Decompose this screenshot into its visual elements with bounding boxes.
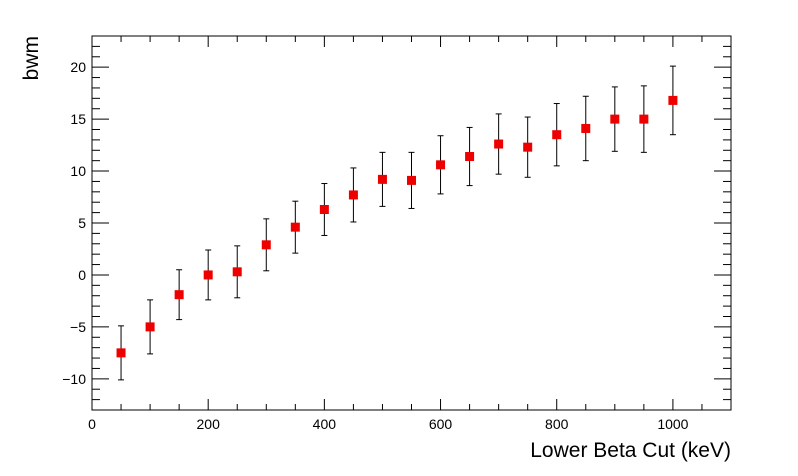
data-point [145,322,155,332]
plot-frame [91,35,732,411]
error-bars [118,65,676,381]
x-tick-label: 200 [197,416,221,432]
data-point [523,142,533,152]
data-point [174,290,184,300]
data-point [436,160,446,170]
data-point [116,348,126,358]
y-tick-label: 20 [70,59,86,75]
x-tick-label: 800 [545,416,569,432]
y-tick-label: 10 [70,163,86,179]
data-point [377,174,387,184]
x-axis-label: Lower Beta Cut (keV) [530,439,731,462]
y-tick-label: −5 [70,319,86,335]
data-point [581,123,591,133]
data-point [639,114,649,124]
data-point [552,130,562,140]
y-tick-label: 15 [70,111,86,127]
y-tick-label: −10 [62,371,86,387]
x-tick-label: 600 [429,416,453,432]
data-point [348,190,358,200]
data-point [232,267,242,277]
x-tick-label: 0 [88,416,96,432]
y-tick-label: 5 [78,215,86,231]
data-point [290,222,300,232]
data-point [407,175,416,185]
x-tick-label: 1000 [657,416,688,432]
data-point [203,270,213,280]
data-point [465,152,475,162]
data-point [494,139,504,149]
axes: 0 200 400 600 800 1000 −10 −5 0 5 10 15 20 [62,36,732,432]
data-point [668,95,678,105]
data-point [319,204,329,214]
y-tick-label: 0 [78,267,86,283]
data-point [261,240,271,250]
data-point [610,114,620,124]
y-axis-label: bwm [20,36,43,80]
data-markers [116,95,678,358]
x-tick-label: 400 [313,416,337,432]
